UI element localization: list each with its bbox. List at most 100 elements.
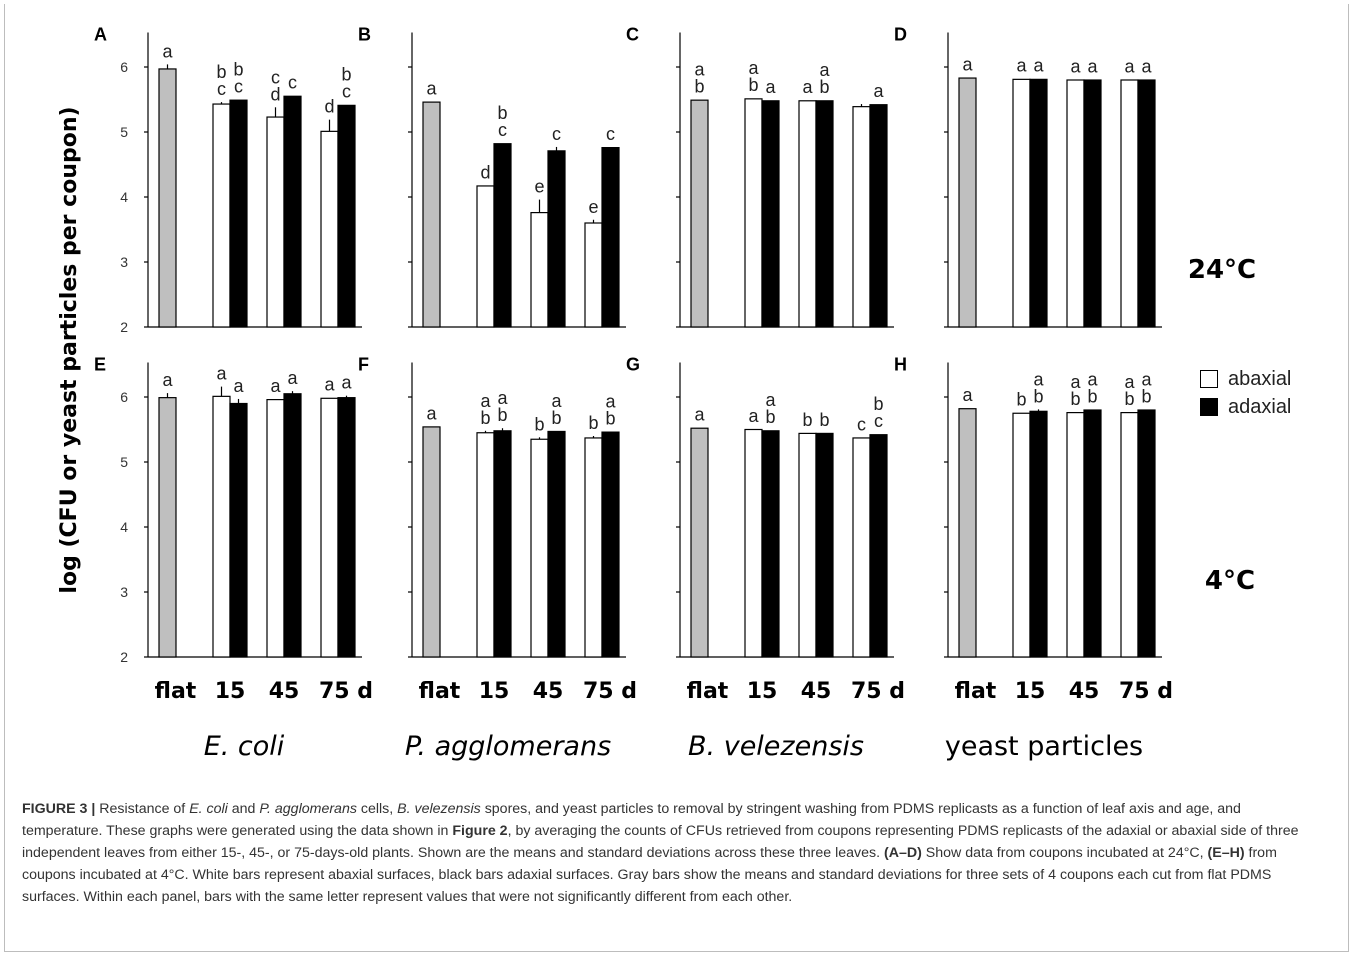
significance-letter: c: [606, 124, 615, 144]
significance-letter: a: [162, 41, 173, 61]
organism-label: P. agglomerans: [405, 731, 611, 762]
significance-letter: a: [694, 60, 705, 80]
significance-letter: a: [341, 373, 352, 393]
y-tick-label: 2: [120, 649, 128, 665]
significance-letter: e: [534, 177, 544, 197]
y-tick-label: 3: [120, 584, 128, 600]
caption-part: Resistance of: [95, 801, 190, 817]
bar: [547, 150, 566, 328]
significance-letter: a: [426, 78, 437, 98]
panel-letter-F: F: [358, 355, 369, 375]
x-tick-label: 45: [533, 679, 564, 704]
significance-letter: b: [216, 62, 226, 82]
bar: [1012, 412, 1031, 658]
bar: [493, 143, 512, 328]
significance-letter: a: [1070, 56, 1081, 76]
significance-letter: a: [162, 370, 173, 390]
significance-letter: a: [962, 385, 973, 405]
significance-letter: b: [233, 60, 243, 80]
significance-letter: a: [1016, 56, 1027, 76]
panel-letter-B: B: [358, 25, 371, 45]
caption-part: , by averaging the counts of CFUs retrie…: [22, 823, 1299, 861]
significance-letter: a: [551, 391, 562, 411]
significance-letter: b: [480, 408, 490, 428]
caption-part: and: [227, 801, 260, 817]
significance-letter: a: [1070, 372, 1081, 392]
significance-letter: b: [819, 77, 829, 97]
significance-letter: a: [819, 60, 830, 80]
y-tick-label: 3: [120, 254, 128, 270]
significance-letter: b: [873, 394, 883, 414]
bar: [1029, 410, 1048, 658]
bar: [584, 437, 603, 658]
significance-letter: a: [802, 77, 813, 97]
x-tick-label: 15: [215, 679, 246, 704]
legend-label-abaxial: abaxial: [1228, 368, 1292, 390]
x-tick-label: flat: [419, 679, 461, 704]
significance-letter: d: [270, 84, 280, 104]
significance-letter: a: [1087, 369, 1098, 389]
significance-letter: a: [1033, 56, 1044, 76]
organism-label: yeast particles: [945, 731, 1143, 762]
bar: [1066, 412, 1085, 658]
significance-letter: a: [748, 58, 759, 78]
organism-label: E. coli: [204, 731, 285, 762]
caption-text: Resistance of E. coli and P. agglomerans…: [22, 801, 1299, 905]
significance-letter: b: [605, 408, 615, 428]
legend-label-adaxial: adaxial: [1228, 396, 1292, 418]
y-tick-label: 4: [120, 519, 128, 535]
bar: [869, 104, 888, 328]
significance-letter: a: [694, 405, 705, 425]
bar: [852, 437, 871, 658]
bar: [530, 438, 549, 658]
significance-letter: a: [1087, 56, 1098, 76]
caption-part: E. coli: [189, 801, 228, 817]
bar: [1083, 79, 1102, 328]
bar: [761, 430, 780, 658]
significance-letter: a: [605, 391, 616, 411]
significance-letter: b: [497, 405, 507, 425]
bar: [869, 434, 888, 658]
bar: [337, 104, 356, 328]
x-tick-label: flat: [955, 679, 997, 704]
significance-letter: a: [426, 403, 437, 423]
bar: [337, 397, 356, 658]
bar: [1083, 409, 1102, 658]
bar: [158, 397, 177, 658]
y-tick-label: 6: [120, 59, 128, 75]
bar: [958, 77, 977, 328]
bar: [422, 426, 441, 658]
caption-part: spores, and yeast particles to removal b…: [22, 801, 1241, 839]
bar: [1029, 78, 1048, 328]
panel-letter-A: A: [94, 25, 107, 45]
legend-swatch-adaxial: [1200, 398, 1218, 416]
significance-letter: a: [216, 364, 227, 384]
panel-letter-E: E: [94, 355, 106, 375]
caption-part: from coupons incubated at 4°C. White bar…: [22, 845, 1277, 905]
bar: [1120, 412, 1139, 658]
significance-letter: a: [1141, 56, 1152, 76]
significance-letter: c: [342, 82, 351, 102]
figure-frame: [4, 4, 1349, 952]
significance-letter: b: [694, 77, 704, 97]
caption-part: Show data from coupons incubated at 24°C…: [921, 845, 1208, 861]
significance-letter: b: [765, 407, 775, 427]
bar: [852, 106, 871, 328]
x-tick-label: 15: [747, 679, 778, 704]
bar: [476, 185, 495, 328]
significance-letter: b: [534, 414, 544, 434]
significance-letter: a: [765, 77, 776, 97]
bar: [212, 103, 231, 328]
bar: [493, 430, 512, 658]
bar: [798, 100, 817, 328]
significance-letter: b: [341, 65, 351, 85]
significance-letter: b: [1124, 389, 1134, 409]
x-tick-label: 15: [1015, 679, 1046, 704]
y-tick-label: 5: [120, 124, 128, 140]
significance-letter: b: [1070, 389, 1080, 409]
bar: [158, 68, 177, 328]
y-tick-label: 6: [120, 389, 128, 405]
significance-letter: a: [1033, 369, 1044, 389]
bar: [266, 116, 285, 328]
